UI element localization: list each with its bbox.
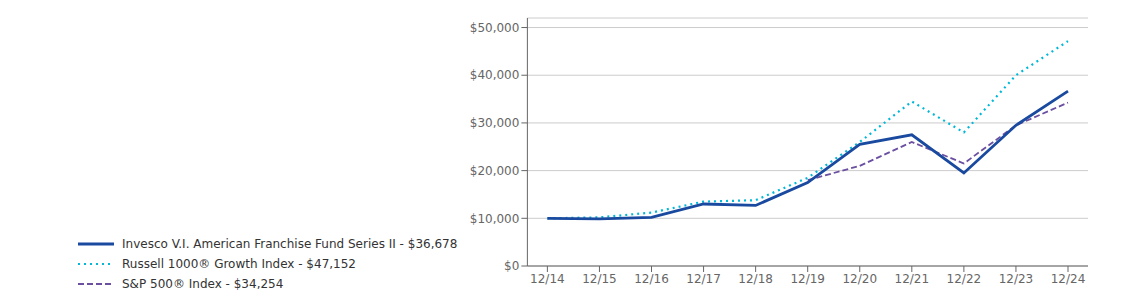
svg-text:12/17: 12/17 <box>686 272 721 286</box>
svg-text:$0: $0 <box>504 259 519 273</box>
svg-text:$20,000: $20,000 <box>470 164 520 178</box>
html-text:Russell 1000® Growth Index - $: Russell 1000® Growth Index - $47,152 <box>122 257 356 271</box>
svg-text:12/16: 12/16 <box>634 272 669 286</box>
svg-text:12/22: 12/22 <box>947 272 982 286</box>
svg-text:12/14: 12/14 <box>530 272 565 286</box>
svg-text:12/23: 12/23 <box>999 272 1034 286</box>
svg-text:$30,000: $30,000 <box>470 116 520 130</box>
html-text:S&P 500® Index - $34,254: S&P 500® Index - $34,254 <box>122 277 284 291</box>
svg-text:12/24: 12/24 <box>1051 272 1086 286</box>
svg-text:$50,000: $50,000 <box>470 21 520 35</box>
svg-text:$40,000: $40,000 <box>470 68 520 82</box>
html-text:Invesco V.I. American Franchis: Invesco V.I. American Franchise Fund Ser… <box>122 237 458 251</box>
svg-text:12/15: 12/15 <box>582 272 617 286</box>
svg-text:12/20: 12/20 <box>842 272 877 286</box>
svg-text:$10,000: $10,000 <box>470 212 520 226</box>
svg-text:12/18: 12/18 <box>738 272 773 286</box>
svg-text:12/21: 12/21 <box>895 272 930 286</box>
svg-text:12/19: 12/19 <box>790 272 825 286</box>
